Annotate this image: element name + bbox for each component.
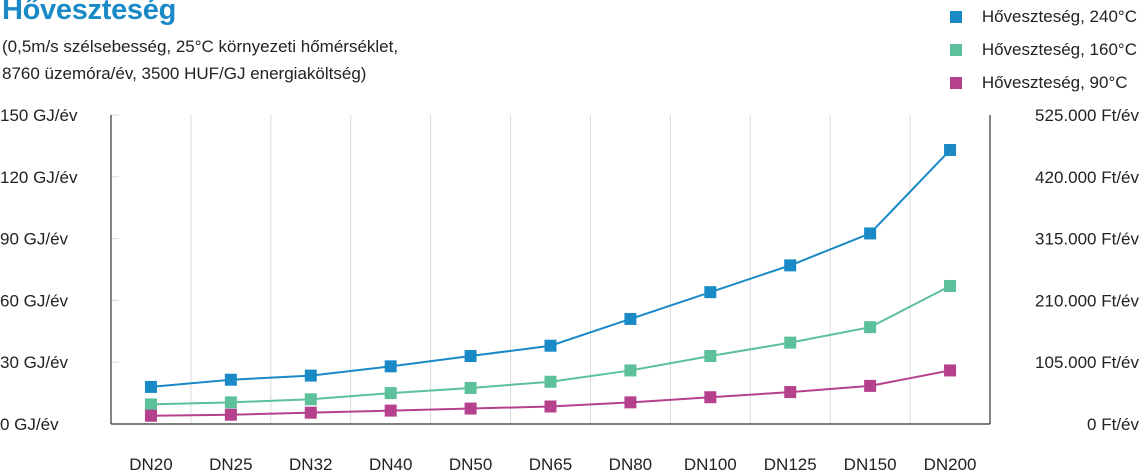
y-right-tick-label: 525.000 Ft/év [1035,106,1139,125]
y-left-tick-label: 0 GJ/év [0,415,59,434]
x-tick-label: DN40 [369,455,412,473]
data-point-series-1 [784,336,797,349]
x-tick-label: DN65 [529,455,572,473]
data-point-series-1 [304,393,317,406]
data-point-series-1 [864,321,877,334]
y-left-tick-label: 150 GJ/év [0,106,78,125]
legend-item-90: Hőveszteség, 90°C [949,66,1137,99]
y-right-tick-label: 210.000 Ft/év [1035,291,1139,310]
data-point-series-2 [704,391,717,404]
data-point-series-0 [224,373,237,386]
y-left-tick-label: 120 GJ/év [0,168,78,187]
data-point-series-2 [544,400,557,413]
y-right-tick-label: 0 Ft/év [1087,415,1139,434]
legend-swatch-160 [949,43,962,56]
data-point-series-0 [384,360,397,373]
data-point-series-1 [944,279,957,292]
data-point-series-1 [464,381,477,394]
legend-swatch-90 [949,76,962,89]
data-point-series-2 [304,406,317,419]
data-point-series-0 [784,259,797,272]
data-point-series-0 [704,286,717,299]
x-tick-label: DN25 [209,455,252,473]
x-tick-label: DN20 [129,455,172,473]
y-left-tick-label: 60 GJ/év [0,291,69,310]
data-point-series-0 [464,350,477,363]
y-right-tick-label: 420.000 Ft/év [1035,168,1139,187]
data-point-series-1 [144,398,157,411]
data-point-series-2 [224,408,237,421]
x-tick-label: DN80 [609,455,652,473]
data-point-series-0 [144,380,157,393]
data-point-series-2 [624,396,637,409]
legend-item-240: Hőveszteség, 240°C [949,0,1137,33]
x-tick-label: DN125 [764,455,817,473]
data-point-series-1 [224,396,237,409]
data-point-series-2 [144,409,157,422]
legend-item-160: Hőveszteség, 160°C [949,33,1137,66]
data-point-series-1 [624,364,637,377]
data-point-series-1 [704,350,717,363]
data-point-series-2 [784,386,797,399]
x-tick-label: DN150 [844,455,897,473]
x-tick-label: DN32 [289,455,332,473]
chart-title: Hőveszteség [2,0,176,26]
chart-subtitle-line-2: 8760 üzemóra/év, 3500 HUF/GJ energiakölt… [2,64,367,83]
y-right-tick-label: 105.000 Ft/év [1035,353,1139,372]
x-tick-label: DN200 [924,455,977,473]
legend-label-90: Hőveszteség, 90°C [981,72,1128,92]
data-point-series-0 [624,312,637,325]
data-point-series-1 [544,375,557,388]
data-point-series-1 [384,387,397,400]
x-tick-label: DN100 [684,455,737,473]
legend: Hőveszteség, 240°C Hőveszteség, 160°C Hő… [949,0,1137,99]
data-point-series-2 [464,402,477,415]
y-right-tick-label: 315.000 Ft/év [1035,230,1139,249]
data-point-series-0 [864,227,877,240]
y-left-tick-label: 30 GJ/év [0,353,69,372]
data-point-series-0 [944,144,957,157]
chart-subtitle-line-1: (0,5m/s szélsebesség, 25°C környezeti hő… [2,37,399,56]
legend-label-240: Hőveszteség, 240°C [981,6,1137,26]
data-point-series-2 [944,364,957,377]
data-point-series-2 [384,404,397,417]
legend-swatch-240 [949,10,962,23]
data-point-series-0 [304,369,317,382]
data-point-series-0 [544,339,557,352]
data-point-series-2 [864,379,877,392]
legend-label-160: Hőveszteség, 160°C [981,39,1137,59]
y-left-tick-label: 90 GJ/év [0,230,69,249]
x-tick-label: DN50 [449,455,492,473]
